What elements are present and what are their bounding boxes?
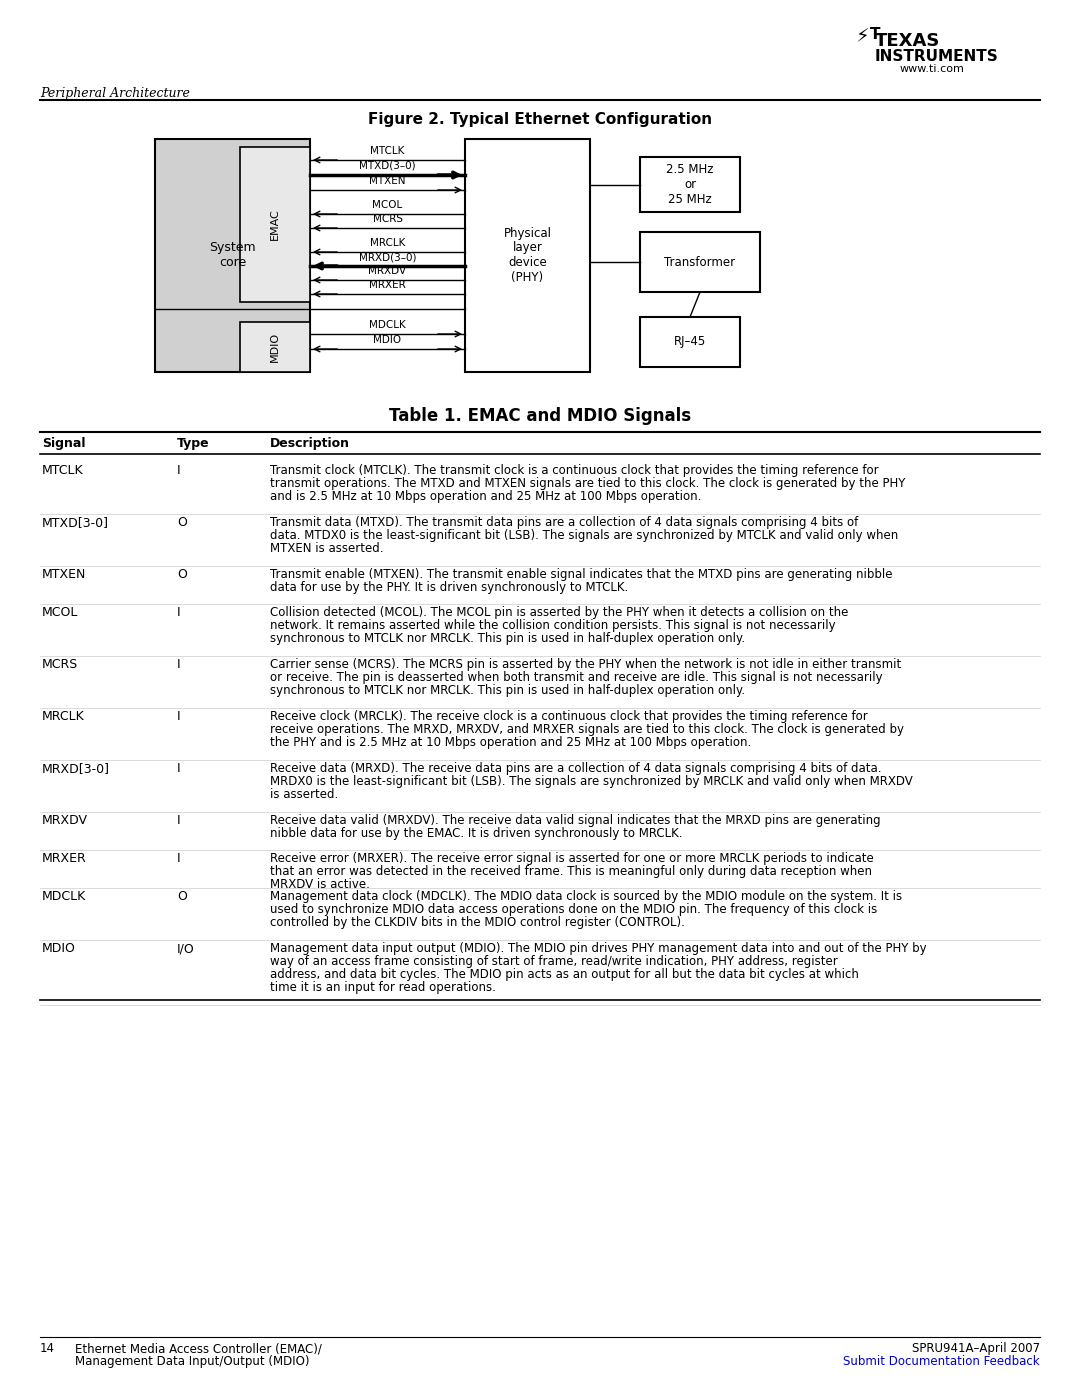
Text: transmit operations. The MTXD and MTXEN signals are tied to this clock. The cloc: transmit operations. The MTXD and MTXEN …	[270, 476, 905, 490]
Text: time it is an input for read operations.: time it is an input for read operations.	[270, 981, 496, 995]
Text: MTXD(3–0): MTXD(3–0)	[360, 161, 416, 170]
Text: MCOL: MCOL	[42, 606, 79, 619]
Text: MDIO: MDIO	[42, 942, 76, 956]
Bar	[640, 156, 740, 212]
Text: MTXEN is asserted.: MTXEN is asserted.	[270, 542, 383, 555]
Text: network. It remains asserted while the collision condition persists. This signal: network. It remains asserted while the c…	[270, 619, 836, 631]
Text: Ethernet Media Access Controller (EMAC)/: Ethernet Media Access Controller (EMAC)/	[75, 1343, 322, 1355]
Text: Transmit data (MTXD). The transmit data pins are a collection of 4 data signals : Transmit data (MTXD). The transmit data …	[270, 515, 859, 529]
Text: MRXD(3–0): MRXD(3–0)	[359, 251, 416, 263]
Text: I: I	[177, 658, 180, 671]
Text: data for use by the PHY. It is driven synchronously to MTCLK.: data for use by the PHY. It is driven sy…	[270, 581, 629, 594]
Text: MTCLK: MTCLK	[42, 464, 83, 476]
Text: SPRU941A–April 2007: SPRU941A–April 2007	[912, 1343, 1040, 1355]
Text: or receive. The pin is deasserted when both transmit and receive are idle. This : or receive. The pin is deasserted when b…	[270, 671, 882, 685]
Text: MRXD[3-0]: MRXD[3-0]	[42, 761, 110, 775]
Text: Type: Type	[177, 437, 210, 450]
Text: O: O	[177, 515, 187, 529]
Text: way of an access frame consisting of start of frame, read/write indication, PHY : way of an access frame consisting of sta…	[270, 956, 838, 968]
Bar	[240, 321, 310, 372]
Text: that an error was detected in the received frame. This is meaningful only during: that an error was detected in the receiv…	[270, 865, 872, 877]
Text: 2.5 MHz
or
25 MHz: 2.5 MHz or 25 MHz	[666, 163, 714, 205]
Text: MTXEN: MTXEN	[369, 176, 406, 186]
Text: Transmit enable (MTXEN). The transmit enable signal indicates that the MTXD pins: Transmit enable (MTXEN). The transmit en…	[270, 569, 892, 581]
Text: Transmit clock (MTCLK). The transmit clock is a continuous clock that provides t: Transmit clock (MTCLK). The transmit clo…	[270, 464, 879, 476]
Text: MRCLK: MRCLK	[369, 237, 405, 249]
Text: I: I	[177, 606, 180, 619]
Text: ⚡: ⚡	[855, 27, 868, 46]
Text: TEXAS: TEXAS	[875, 32, 941, 50]
Text: the PHY and is 2.5 MHz at 10 Mbps operation and 25 MHz at 100 Mbps operation.: the PHY and is 2.5 MHz at 10 Mbps operat…	[270, 736, 752, 749]
Text: MDCLK: MDCLK	[369, 320, 406, 330]
Text: is asserted.: is asserted.	[270, 788, 338, 800]
Bar	[240, 147, 310, 302]
Text: MTXD[3-0]: MTXD[3-0]	[42, 515, 109, 529]
Text: EMAC: EMAC	[270, 208, 280, 240]
Text: MTXEN: MTXEN	[42, 569, 86, 581]
Text: www.ti.com: www.ti.com	[900, 64, 964, 74]
Text: T: T	[870, 27, 880, 42]
Text: MTCLK: MTCLK	[370, 147, 405, 156]
Bar	[156, 138, 310, 372]
Text: Description: Description	[270, 437, 350, 450]
Text: Receive clock (MRCLK). The receive clock is a continuous clock that provides the: Receive clock (MRCLK). The receive clock…	[270, 710, 867, 724]
Bar	[465, 138, 590, 372]
Text: I: I	[177, 814, 180, 827]
Text: Transformer: Transformer	[664, 256, 735, 268]
Text: Management Data Input/Output (MDIO): Management Data Input/Output (MDIO)	[75, 1355, 310, 1368]
Text: Management data input output (MDIO). The MDIO pin drives PHY management data int: Management data input output (MDIO). The…	[270, 942, 927, 956]
Text: MRXDV: MRXDV	[42, 814, 87, 827]
Text: MRXDV: MRXDV	[368, 265, 406, 277]
Text: Table 1. EMAC and MDIO Signals: Table 1. EMAC and MDIO Signals	[389, 407, 691, 425]
Text: I: I	[177, 852, 180, 865]
Text: O: O	[177, 890, 187, 902]
Text: 14: 14	[40, 1343, 55, 1355]
Text: nibble data for use by the EMAC. It is driven synchronously to MRCLK.: nibble data for use by the EMAC. It is d…	[270, 827, 683, 840]
Text: INSTRUMENTS: INSTRUMENTS	[875, 49, 999, 64]
Text: MRDX0 is the least-significant bit (LSB). The signals are synchronized by MRCLK : MRDX0 is the least-significant bit (LSB)…	[270, 775, 913, 788]
Text: and is 2.5 MHz at 10 Mbps operation and 25 MHz at 100 Mbps operation.: and is 2.5 MHz at 10 Mbps operation and …	[270, 490, 701, 503]
Text: I: I	[177, 761, 180, 775]
Text: MRXER: MRXER	[42, 852, 86, 865]
Text: Carrier sense (MCRS). The MCRS pin is asserted by the PHY when the network is no: Carrier sense (MCRS). The MCRS pin is as…	[270, 658, 901, 671]
Text: Management data clock (MDCLK). The MDIO data clock is sourced by the MDIO module: Management data clock (MDCLK). The MDIO …	[270, 890, 902, 902]
Text: MDCLK: MDCLK	[42, 890, 86, 902]
Text: System
core: System core	[210, 242, 256, 270]
Text: MCRS: MCRS	[373, 214, 403, 224]
Text: Physical
layer
device
(PHY): Physical layer device (PHY)	[503, 226, 552, 285]
Text: MRXER: MRXER	[369, 279, 406, 291]
Text: I: I	[177, 464, 180, 476]
Text: Figure 2. Typical Ethernet Configuration: Figure 2. Typical Ethernet Configuration	[368, 112, 712, 127]
Text: RJ–45: RJ–45	[674, 335, 706, 348]
Text: I: I	[177, 710, 180, 724]
Text: MDIO: MDIO	[270, 332, 280, 362]
Text: MCRS: MCRS	[42, 658, 78, 671]
Bar	[640, 317, 740, 367]
Text: Signal: Signal	[42, 437, 85, 450]
Text: Receive data (MRXD). The receive data pins are a collection of 4 data signals co: Receive data (MRXD). The receive data pi…	[270, 761, 881, 775]
Text: MDIO: MDIO	[374, 335, 402, 345]
Text: Receive error (MRXER). The receive error signal is asserted for one or more MRCL: Receive error (MRXER). The receive error…	[270, 852, 874, 865]
Text: MRCLK: MRCLK	[42, 710, 84, 724]
Text: receive operations. The MRXD, MRXDV, and MRXER signals are tied to this clock. T: receive operations. The MRXD, MRXDV, and…	[270, 724, 904, 736]
Text: used to synchronize MDIO data access operations done on the MDIO pin. The freque: used to synchronize MDIO data access ope…	[270, 902, 877, 916]
Text: synchronous to MTCLK nor MRCLK. This pin is used in half-duplex operation only.: synchronous to MTCLK nor MRCLK. This pin…	[270, 685, 745, 697]
Text: Collision detected (MCOL). The MCOL pin is asserted by the PHY when it detects a: Collision detected (MCOL). The MCOL pin …	[270, 606, 849, 619]
Text: controlled by the CLKDIV bits in the MDIO control register (CONTROL).: controlled by the CLKDIV bits in the MDI…	[270, 916, 685, 929]
Text: Receive data valid (MRXDV). The receive data valid signal indicates that the MRX: Receive data valid (MRXDV). The receive …	[270, 814, 880, 827]
Bar	[640, 232, 760, 292]
Text: MRXDV is active.: MRXDV is active.	[270, 877, 369, 891]
Text: data. MTDX0 is the least-significant bit (LSB). The signals are synchronized by : data. MTDX0 is the least-significant bit…	[270, 529, 899, 542]
Text: MCOL: MCOL	[373, 200, 403, 210]
Text: O: O	[177, 569, 187, 581]
Text: I/O: I/O	[177, 942, 194, 956]
Text: synchronous to MTCLK nor MRCLK. This pin is used in half-duplex operation only.: synchronous to MTCLK nor MRCLK. This pin…	[270, 631, 745, 645]
Text: Peripheral Architecture: Peripheral Architecture	[40, 87, 190, 101]
Text: address, and data bit cycles. The MDIO pin acts as an output for all but the dat: address, and data bit cycles. The MDIO p…	[270, 968, 859, 981]
Text: Submit Documentation Feedback: Submit Documentation Feedback	[843, 1355, 1040, 1368]
